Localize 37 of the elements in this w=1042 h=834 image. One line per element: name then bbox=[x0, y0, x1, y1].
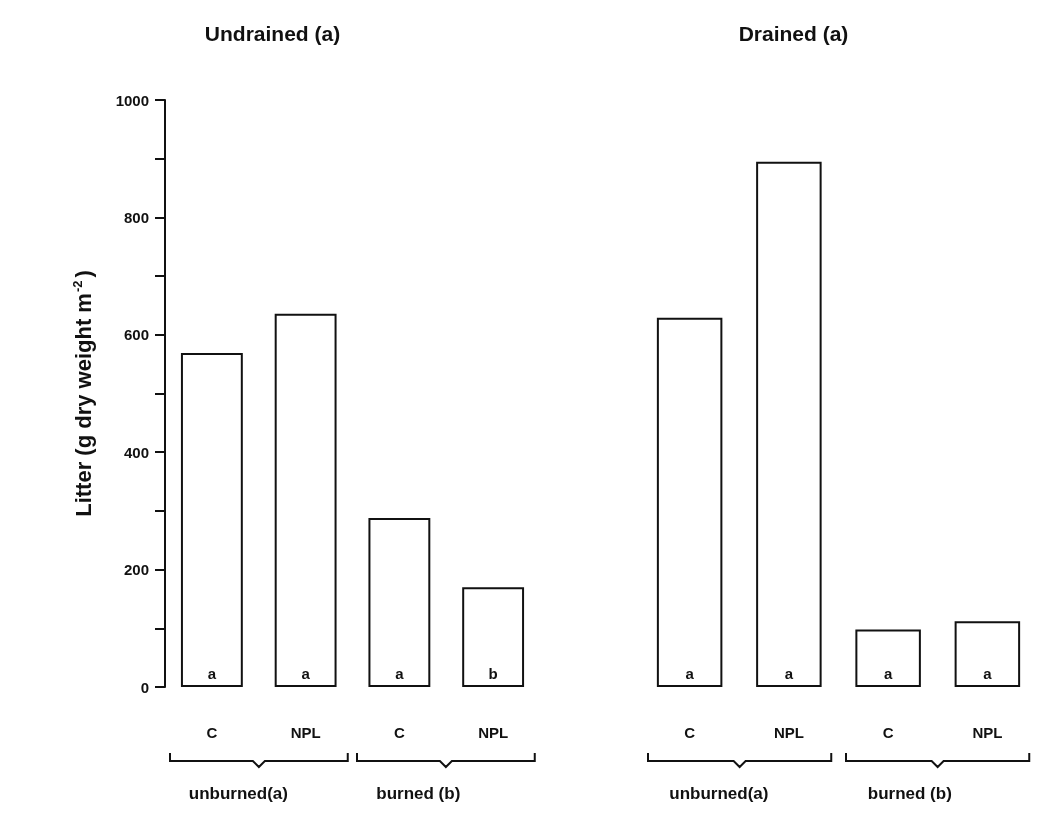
y-tick-label: 400 bbox=[123, 443, 149, 461]
x-tick-label: C bbox=[206, 724, 218, 741]
y-axis-title: Litter (g dry weight m-2) bbox=[70, 270, 96, 517]
y-tick-label: 800 bbox=[123, 208, 149, 226]
data-label: a bbox=[301, 665, 311, 682]
x-tick-label: NPL bbox=[773, 724, 804, 741]
text: burned (b) bbox=[867, 784, 952, 803]
data-label: a bbox=[983, 665, 993, 682]
data-label: a bbox=[207, 665, 217, 682]
x-tick-label: NPL bbox=[972, 724, 1003, 741]
data-label: a bbox=[685, 665, 695, 682]
bar bbox=[462, 587, 525, 687]
chart-title: Drained (a) bbox=[738, 22, 849, 45]
y-tick-label: 200 bbox=[123, 561, 149, 579]
y-tick-label: 0 bbox=[140, 678, 149, 696]
y-tick-label: 600 bbox=[123, 326, 149, 344]
chart-title: Undrained (a) bbox=[204, 22, 341, 45]
text: unburned(a) bbox=[669, 784, 769, 803]
bar bbox=[855, 629, 921, 687]
x-tick-label: C bbox=[393, 724, 405, 741]
bar bbox=[756, 161, 822, 687]
text: burned (b) bbox=[376, 784, 461, 803]
y-tick-label: 1000 bbox=[115, 91, 149, 109]
bar bbox=[954, 621, 1021, 687]
bar bbox=[656, 317, 723, 687]
bar bbox=[368, 517, 431, 687]
data-label: a bbox=[395, 665, 405, 682]
x-tick-label: NPL bbox=[290, 724, 321, 741]
x-tick-label: NPL bbox=[478, 724, 509, 741]
data-label: a bbox=[784, 665, 794, 682]
data-label: a bbox=[883, 665, 893, 682]
x-tick-label: C bbox=[882, 724, 894, 741]
text: unburned(a) bbox=[188, 784, 288, 803]
x-tick-label: C bbox=[684, 724, 696, 741]
data-label: b bbox=[488, 665, 498, 682]
bar bbox=[180, 353, 243, 687]
bar bbox=[274, 313, 337, 687]
